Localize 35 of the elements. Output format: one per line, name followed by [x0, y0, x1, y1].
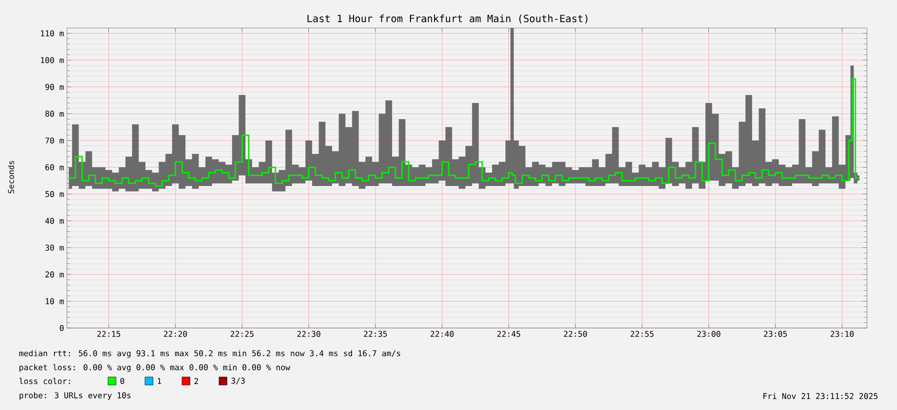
y-tick-label: 70 m: [45, 137, 64, 144]
text: 0: [120, 378, 124, 384]
y-tick-label: 30 m: [45, 244, 64, 251]
text: Fri Nov 21 23:11:52 2025: [763, 392, 878, 400]
text: packet loss: 0.00 % avg 0.00 % max 0.00 % min 0.00 % now: [20, 364, 290, 372]
y-tick-label: 50 m: [45, 191, 64, 198]
x-tick-label: 23:00: [697, 330, 720, 337]
text: 3/3: [231, 378, 245, 384]
text: 1: [158, 378, 162, 384]
chart-title: Last 1 Hour from Frankfurt am Main (South-East): [308, 14, 588, 24]
x-tick-label: 22:15: [97, 330, 120, 337]
x-tick-label: 22:30: [297, 330, 320, 337]
y-tick-label: 100 m: [41, 57, 64, 64]
y-tick-label: 80 m: [45, 110, 64, 117]
y-tick-label: 90 m: [45, 84, 64, 90]
x-tick-label: 22:40: [430, 330, 454, 337]
x-tick-label: 23:05: [764, 330, 787, 337]
y-tick-label: 60 m: [45, 164, 64, 170]
y-tick-label: 40 m: [45, 218, 64, 224]
x-tick-label: 22:55: [630, 330, 654, 337]
y-tick-label: 110 m: [41, 30, 64, 36]
text: median rtt: 56.0 ms avg 93.1 ms max 50.2 ms min 56.2 ms now 3.4 ms sd 16.7 am/s: [19, 350, 400, 358]
x-tick-label: 22:50: [564, 330, 587, 337]
x-tick-label: 22:20: [164, 330, 187, 337]
y-tick-label: 10 m: [46, 298, 64, 304]
text: 2: [194, 378, 198, 384]
x-tick-label: 22:25: [230, 330, 254, 337]
y-tick-label: 0: [60, 324, 64, 332]
x-tick-label: 22:35: [364, 330, 387, 337]
y-axis-title: Seconds: [8, 160, 14, 194]
y-tick-label: 20 m: [45, 271, 64, 278]
x-tick-label: 22:45: [497, 330, 520, 337]
text: loss color:: [19, 378, 70, 384]
x-tick-label: 23:10: [830, 330, 854, 337]
text: probe: 3 URLs every 10s: [20, 392, 130, 400]
